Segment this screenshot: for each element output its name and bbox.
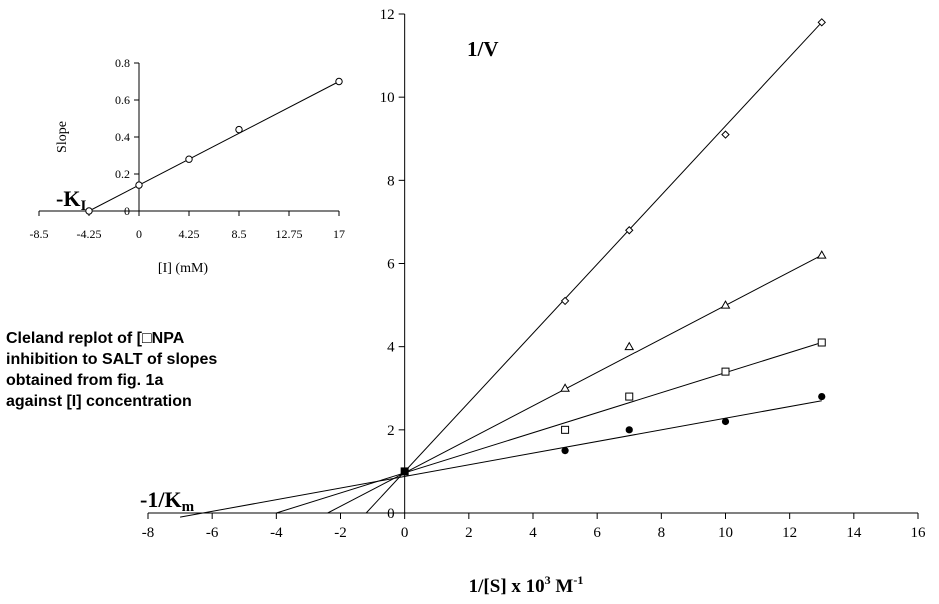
main-series-1-point [560,296,570,306]
main-x-axis-title-prefix: 1/[S] x 10 [469,576,545,597]
main-x-axis-title: 1/[S] x 103 M-1 [469,573,584,597]
main-series-2-fit-line [327,254,822,514]
main-series-2-point [624,341,635,351]
main-km-annotation-main: -1/K [140,487,182,512]
inset-y-tick-label: 0.8 [115,56,130,70]
main-x-tick-label: -2 [334,525,347,541]
main-km-annotation: -1/Km [140,487,195,515]
main-x-tick-label: 2 [465,525,473,541]
main-series-4-point [721,417,730,426]
main-chart-markers [400,18,827,476]
inset-chart-lines [88,81,340,212]
inset-series-fit-line [88,81,340,212]
inset-ki-annotation-main: -K [56,186,80,211]
inset-y-tick-label: 0.4 [115,130,130,144]
inset-chart-tick-labels: -8.5 -4.25 0 4.25 8.5 12.75 17 0 0.2 0.4 0.6 0.8 [30,56,346,241]
main-series-2-point [720,300,731,309]
main-y-tick-label: 6 [387,257,395,273]
main-series-1-point [817,18,826,27]
inset-series-point [185,155,193,163]
inset-chart-axes [38,62,340,216]
inset-series-point [335,77,343,86]
inset-x-axis-title: [I] (mM) [158,261,208,276]
main-y-tick-label: 0 [387,506,395,522]
main-series-2-point [816,250,827,259]
inset-ki-annotation-sub: I [80,198,86,214]
main-series-3-fit-line [276,342,822,514]
inset-x-tick-label: 12.75 [276,227,303,241]
inset-y-axis-title: Slope [55,121,70,153]
inset-series-point [135,181,143,189]
main-series-4-point [561,447,569,455]
main-x-tick-label: 4 [529,525,537,541]
inset-chart-markers [85,77,343,215]
main-y-tick-label: 10 [380,90,395,106]
main-y-tick-label: 2 [387,423,395,439]
main-chart-tick-labels: -8 -6 -4 -2 0 2 4 6 8 10 12 14 16 0 2 4 6 8 10 12 [142,7,926,541]
main-y-tick-label: 4 [387,340,395,356]
main-series-1-fit-line [365,21,823,514]
inset-ki-annotation: -KI [56,186,86,214]
main-x-tick-label: -6 [206,525,219,541]
main-series-3-point [625,392,634,401]
inset-y-tick-label: 0.2 [115,167,130,181]
inset-series-point [235,125,243,134]
main-series-2-point [560,383,570,392]
main-x-tick-label: -4 [270,525,283,541]
main-series-3-point [561,425,570,434]
main-x-tick-label: 12 [782,525,797,541]
inset-x-tick-label: 0 [136,227,142,241]
main-series-1-point [625,226,634,235]
main-x-axis-title-sup2: -1 [573,573,583,587]
inset-x-tick-label: 4.25 [179,227,200,241]
main-chart-lines [179,21,823,518]
main-chart-axes [147,13,919,519]
main-x-tick-label: 14 [846,525,862,541]
inset-x-tick-label: -4.25 [77,227,102,241]
main-y-tick-label: 8 [387,173,395,189]
figure-caption: Cleland replot of [□NPA inhibition to SA… [6,330,218,410]
inset-y-tick-label: 0.6 [115,93,130,107]
main-x-tick-label: 16 [911,525,927,541]
main-x-tick-label: 6 [593,525,601,541]
main-x-axis-title-sup1: 3 [545,573,551,587]
main-x-tick-label: 10 [718,525,733,541]
inset-series-point [85,207,93,215]
inset-x-tick-label: 17 [333,227,345,241]
main-series-3-point [721,367,730,376]
main-x-tick-label: 8 [658,525,666,541]
main-series-4-point [818,392,826,401]
main-series-4-point [625,426,633,434]
inset-y-tick-label: 0 [124,204,130,218]
main-series-4-fit-line [179,400,822,518]
main-series-3-point [817,338,826,347]
inset-x-tick-label: -8.5 [30,227,49,241]
main-series-1-point [721,130,730,139]
main-y-tick-label: 12 [380,7,395,23]
main-x-axis-title-mid: M [551,576,574,597]
inset-x-tick-label: 8.5 [232,227,247,241]
main-common-intercept-point [400,467,409,476]
main-x-tick-label: -8 [142,525,155,541]
main-x-tick-label: 0 [401,525,409,541]
main-km-annotation-sub: m [182,499,195,515]
main-y-axis-title: 1/V [467,37,499,61]
